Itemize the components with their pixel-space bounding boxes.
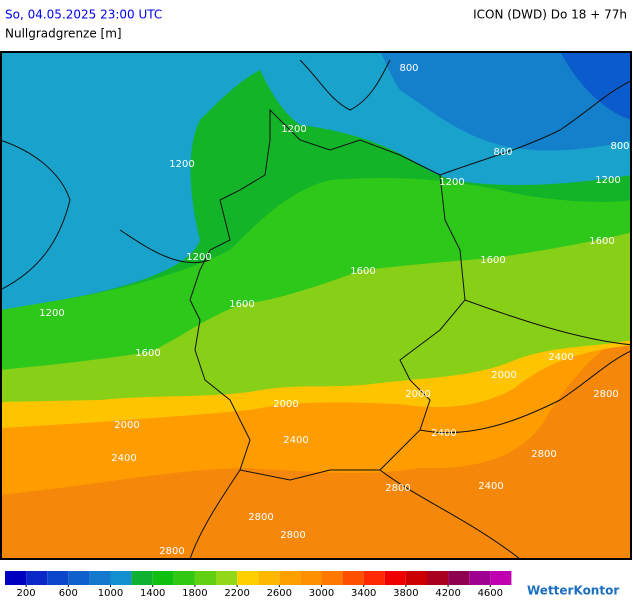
field	[560, 52, 631, 120]
map	[1, 52, 631, 559]
contour-label: 2400	[478, 481, 503, 492]
field	[380, 52, 631, 151]
contour-label: 2800	[385, 483, 410, 494]
legend-tick-label: 3400	[351, 588, 376, 599]
logo: WetterKontor	[527, 584, 619, 598]
contour-label: 2800	[159, 546, 184, 557]
contour-label: 2800	[280, 530, 305, 541]
legend-swatch	[194, 571, 216, 585]
legend-swatch	[405, 571, 427, 585]
contour-label: 1600	[350, 266, 375, 277]
legend-swatch	[68, 571, 90, 585]
legend-tick-label: 4600	[478, 588, 503, 599]
legend-swatch	[384, 571, 406, 585]
legend-swatch	[279, 571, 301, 585]
legend-swatch	[237, 571, 259, 585]
contour-label: 1600	[135, 348, 160, 359]
legend-swatch	[26, 571, 48, 585]
legend-swatch	[258, 571, 280, 585]
legend-swatch	[152, 571, 174, 585]
contour-label: 2800	[593, 389, 618, 400]
legend-swatch	[469, 571, 491, 585]
contour-label: 1200	[439, 177, 464, 188]
datetime: So, 04.05.2025 23:00 UTC	[5, 8, 162, 22]
legend-tick-label: 200	[17, 588, 36, 599]
map-frame	[0, 51, 632, 560]
legend-swatch	[89, 571, 111, 585]
model-run: ICON (DWD) Do 18 + 77h	[473, 8, 627, 22]
legend-swatch	[110, 571, 132, 585]
contour-label: 1600	[480, 255, 505, 266]
legend-swatch	[131, 571, 153, 585]
contour-label: 2000	[114, 420, 139, 431]
contour-label: 1200	[281, 124, 306, 135]
contour-label: 800	[610, 141, 629, 152]
contour-label: 2000	[405, 389, 430, 400]
legend-tick-label: 1000	[98, 588, 123, 599]
legend-swatch	[448, 571, 470, 585]
legend-tick-label: 2600	[267, 588, 292, 599]
contour-label: 1200	[39, 308, 64, 319]
legend-swatch	[5, 571, 27, 585]
contour-label: 800	[399, 63, 418, 74]
contour-label: 1600	[589, 236, 614, 247]
legend-tick-label: 4200	[435, 588, 460, 599]
legend-tick-label: 3800	[393, 588, 418, 599]
contour-label: 2400	[283, 435, 308, 446]
contour-label: 1200	[169, 159, 194, 170]
legend-tick-label: 3000	[309, 588, 334, 599]
contour-label: 1600	[229, 299, 254, 310]
legend-swatch	[363, 571, 385, 585]
contour-label: 2400	[111, 453, 136, 464]
legend-swatch	[47, 571, 69, 585]
contour-label: 1200	[595, 175, 620, 186]
legend-tick-label: 1400	[140, 588, 165, 599]
parameter: Nullgradgrenze [m]	[5, 27, 122, 41]
legend-tick-label: 600	[59, 588, 78, 599]
legend-swatch	[427, 571, 449, 585]
contour-label: 2800	[531, 449, 556, 460]
contour-label: 800	[493, 147, 512, 158]
contour-label: 2400	[431, 428, 456, 439]
contour-label: 2000	[491, 370, 516, 381]
contour-label: 1200	[186, 252, 211, 263]
legend-swatch	[490, 571, 512, 585]
contour-label: 2800	[248, 512, 273, 523]
legend-swatch	[173, 571, 195, 585]
borders	[1, 59, 631, 559]
legend-swatch	[321, 571, 343, 585]
legend-swatch	[216, 571, 238, 585]
contour-label: 2000	[273, 399, 298, 410]
legend-tick-label: 2200	[224, 588, 249, 599]
legend-swatch	[342, 571, 364, 585]
contour-label: 2400	[548, 352, 573, 363]
legend-swatch	[300, 571, 322, 585]
legend-tick-label: 1800	[182, 588, 207, 599]
